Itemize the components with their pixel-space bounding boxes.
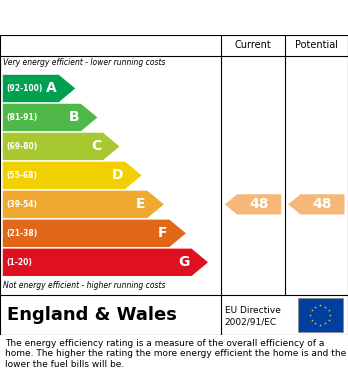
Text: 2002/91/EC: 2002/91/EC bbox=[225, 318, 277, 327]
Text: (55-68): (55-68) bbox=[6, 171, 37, 180]
Text: A: A bbox=[46, 81, 57, 95]
Polygon shape bbox=[3, 104, 97, 131]
Text: Very energy efficient - lower running costs: Very energy efficient - lower running co… bbox=[3, 58, 166, 67]
Text: Not energy efficient - higher running costs: Not energy efficient - higher running co… bbox=[3, 282, 166, 291]
Text: (81-91): (81-91) bbox=[6, 113, 38, 122]
Polygon shape bbox=[3, 162, 142, 189]
Text: (69-80): (69-80) bbox=[6, 142, 38, 151]
Text: 48: 48 bbox=[313, 197, 332, 212]
Text: Potential: Potential bbox=[295, 40, 338, 50]
Text: England & Wales: England & Wales bbox=[7, 306, 177, 324]
Polygon shape bbox=[3, 249, 208, 276]
Text: D: D bbox=[112, 169, 124, 182]
Text: (92-100): (92-100) bbox=[6, 84, 43, 93]
Text: 48: 48 bbox=[250, 197, 269, 212]
Polygon shape bbox=[3, 191, 164, 218]
Text: F: F bbox=[158, 226, 168, 240]
Text: EU Directive: EU Directive bbox=[225, 306, 281, 315]
Polygon shape bbox=[288, 194, 345, 215]
Text: (1-20): (1-20) bbox=[6, 258, 32, 267]
Text: Energy Efficiency Rating: Energy Efficiency Rating bbox=[9, 10, 219, 25]
Polygon shape bbox=[3, 220, 186, 247]
Text: B: B bbox=[69, 110, 79, 124]
Text: G: G bbox=[179, 255, 190, 269]
Text: (39-54): (39-54) bbox=[6, 200, 37, 209]
Polygon shape bbox=[3, 133, 119, 160]
Text: The energy efficiency rating is a measure of the overall efficiency of a home. T: The energy efficiency rating is a measur… bbox=[5, 339, 346, 369]
Text: C: C bbox=[91, 140, 101, 153]
Polygon shape bbox=[3, 75, 75, 102]
Text: (21-38): (21-38) bbox=[6, 229, 38, 238]
Text: Current: Current bbox=[235, 40, 271, 50]
Bar bbox=[298, 298, 343, 332]
Polygon shape bbox=[225, 194, 281, 215]
Text: E: E bbox=[136, 197, 145, 212]
